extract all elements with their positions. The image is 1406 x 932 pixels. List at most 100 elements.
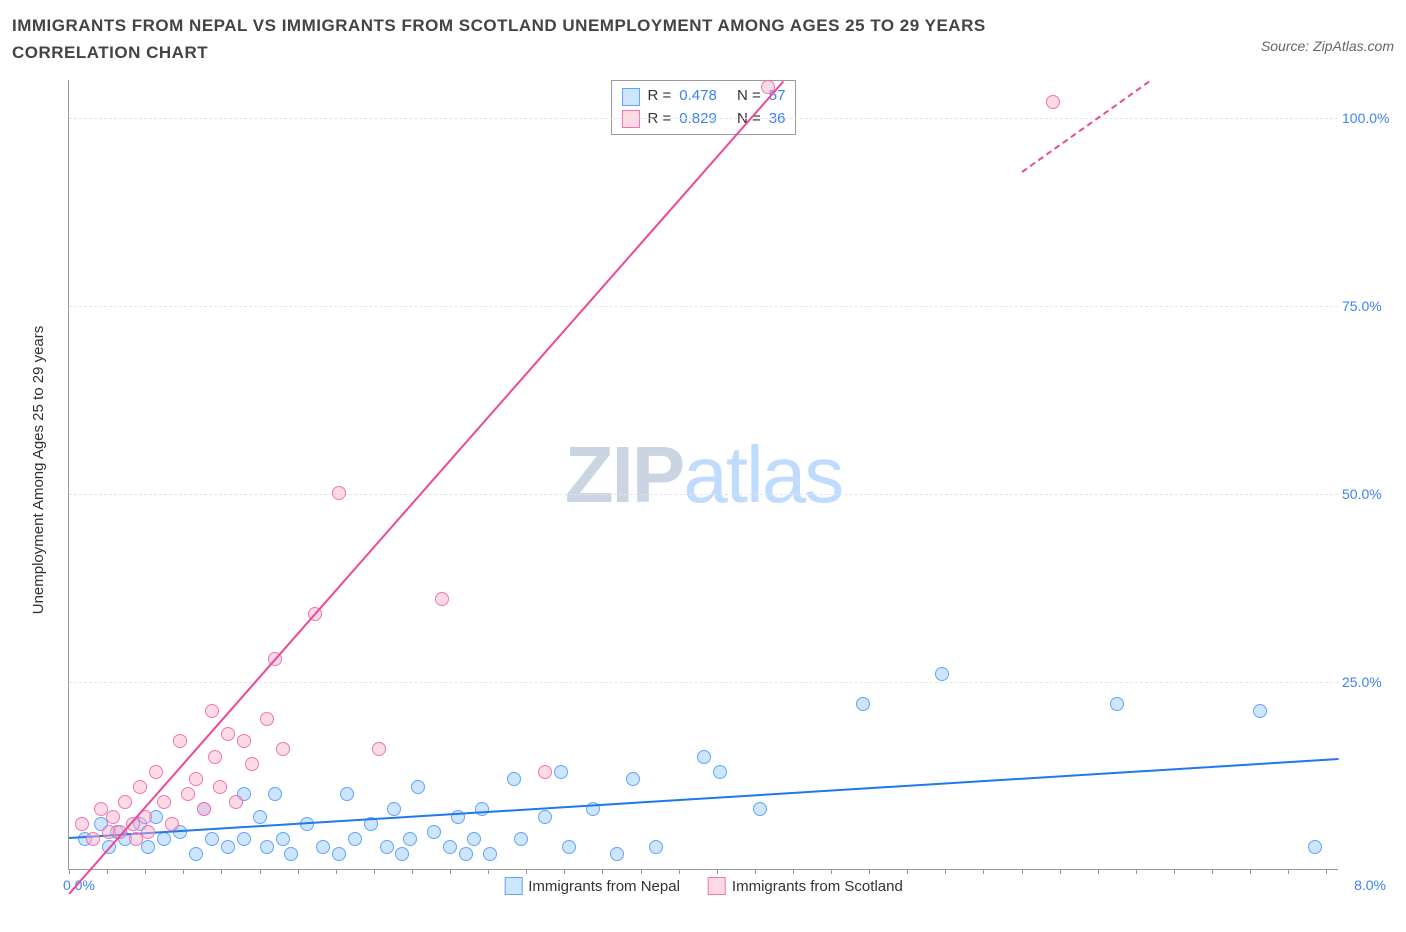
data-point [221,840,235,854]
data-point [538,810,552,824]
data-point [387,802,401,816]
data-point [332,486,346,500]
data-point [221,727,235,741]
swatch-nepal [622,88,640,106]
data-point [403,832,417,846]
stat-r-label: R = [648,108,672,131]
data-point [165,817,179,831]
x-tickmark [526,869,527,874]
x-tickmark [1136,869,1137,874]
gridline [69,118,1338,119]
x-tickmark [1060,869,1061,874]
x-tickmark [488,869,489,874]
legend-label-scotland: Immigrants from Scotland [732,878,903,895]
data-point [173,734,187,748]
data-point [467,832,481,846]
data-point [649,840,663,854]
data-point [205,832,219,846]
stat-n-value-scotland: 36 [769,108,786,131]
x-tickmark [221,869,222,874]
chart-container: Unemployment Among Ages 25 to 29 years Z… [12,70,1394,920]
x-tickmark [183,869,184,874]
x-tickmark [412,869,413,874]
data-point [514,832,528,846]
swatch-scotland [622,110,640,128]
data-point [380,840,394,854]
data-point [1046,95,1060,109]
bottom-legend: Immigrants from Nepal Immigrants from Sc… [504,877,903,895]
data-point [213,780,227,794]
header-row: IMMIGRANTS FROM NEPAL VS IMMIGRANTS FROM… [12,12,1394,66]
x-tickmark [1098,869,1099,874]
gridline [69,494,1338,495]
trend-line [1021,81,1149,173]
data-point [340,787,354,801]
x-tickmark [641,869,642,874]
data-point [856,697,870,711]
data-point [316,840,330,854]
y-tick-label: 25.0% [1342,674,1392,690]
data-point [483,847,497,861]
x-tickmark [1250,869,1251,874]
x-tickmark [983,869,984,874]
data-point [141,840,155,854]
data-point [427,825,441,839]
x-tickmark [945,869,946,874]
stat-r-value-scotland: 0.829 [679,108,717,131]
data-point [1110,697,1124,711]
x-tickmark [298,869,299,874]
x-axis-max-label: 8.0% [1354,877,1386,893]
data-point [435,592,449,606]
x-tickmark [564,869,565,874]
stat-r-value-nepal: 0.478 [679,85,717,108]
data-point [1308,840,1322,854]
data-point [260,712,274,726]
data-point [141,825,155,839]
stats-row-scotland: R = 0.829 N = 36 [622,108,786,131]
data-point [562,840,576,854]
data-point [507,772,521,786]
y-tick-label: 100.0% [1342,110,1392,126]
data-point [237,832,251,846]
data-point [157,795,171,809]
data-point [935,667,949,681]
y-tick-label: 75.0% [1342,298,1392,314]
data-point [276,832,290,846]
chart-title: IMMIGRANTS FROM NEPAL VS IMMIGRANTS FROM… [12,12,1112,66]
data-point [276,742,290,756]
data-point [129,832,143,846]
data-point [208,750,222,764]
trend-line [68,81,784,895]
x-tickmark [107,869,108,874]
data-point [237,734,251,748]
watermark-prefix: ZIP [565,430,683,519]
data-point [443,840,457,854]
x-tickmark [602,869,603,874]
x-tickmark [260,869,261,874]
data-point [229,795,243,809]
x-tickmark [374,869,375,874]
watermark: ZIPatlas [565,429,842,521]
x-tickmark [336,869,337,874]
x-tickmark [717,869,718,874]
x-tickmark [755,869,756,874]
data-point [753,802,767,816]
data-point [348,832,362,846]
data-point [189,847,203,861]
data-point [411,780,425,794]
y-axis-label: Unemployment Among Ages 25 to 29 years [30,326,47,615]
data-point [181,787,195,801]
legend-label-nepal: Immigrants from Nepal [528,878,680,895]
data-point [118,795,132,809]
data-point [268,787,282,801]
data-point [133,780,147,794]
data-point [538,765,552,779]
data-point [459,847,473,861]
x-tickmark [831,869,832,874]
data-point [697,750,711,764]
x-tickmark [145,869,146,874]
data-point [189,772,203,786]
data-point [260,840,274,854]
legend-item-scotland: Immigrants from Scotland [708,877,903,895]
swatch-scotland [708,877,726,895]
